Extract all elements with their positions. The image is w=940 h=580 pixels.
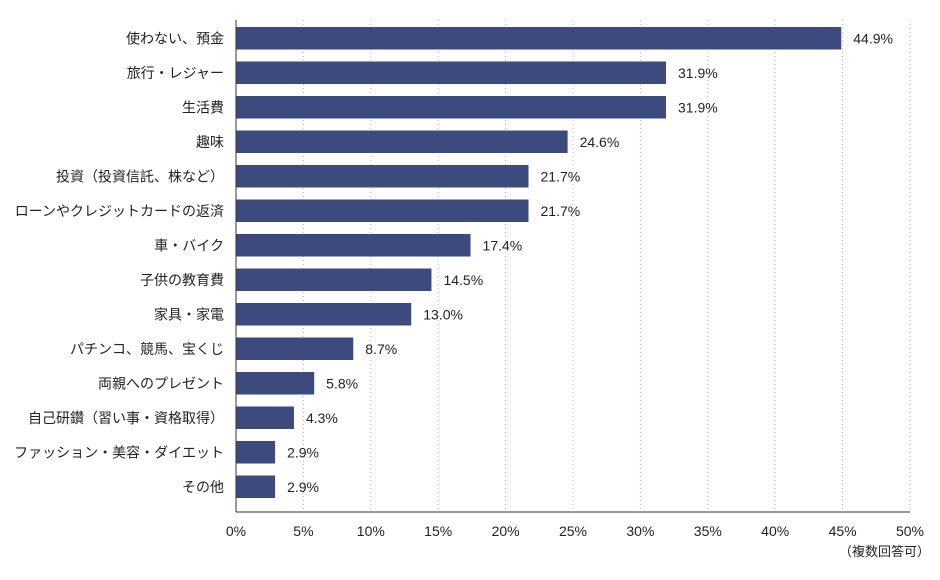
category-label: その他 (182, 480, 224, 496)
value-label: 31.9% (678, 65, 718, 81)
bar (236, 130, 568, 153)
bar (236, 96, 667, 119)
category-label: 家具・家電 (154, 306, 224, 323)
value-label: 44.9% (853, 30, 893, 46)
value-label: 2.9% (287, 479, 319, 495)
value-label: 31.9% (678, 99, 718, 115)
value-label: 24.6% (580, 134, 620, 150)
category-label: パチンコ、競馬、宝くじ (70, 342, 224, 358)
bar (236, 61, 667, 84)
x-tick-label: 35% (694, 523, 722, 539)
bar (236, 372, 315, 395)
value-labels: 44.9% 31.9% 31.9% 24.6% 21.7% 21.7% 17.4% 14.5%… (287, 30, 893, 495)
value-label: 17.4% (483, 237, 523, 253)
bar (236, 303, 412, 326)
category-label: 子供の教育費 (140, 273, 224, 289)
value-label: 21.7% (541, 203, 581, 219)
category-label: 旅行・レジャー (127, 66, 224, 82)
value-label: 4.3% (306, 410, 338, 426)
category-label: 投資（投資信託、株など） (56, 169, 224, 185)
bar (236, 406, 294, 429)
bar (236, 441, 276, 464)
category-label: ローンやクレジットカードの返済 (15, 204, 224, 220)
value-label: 14.5% (443, 272, 483, 288)
x-tick-label: 30% (626, 523, 654, 539)
category-label: 生活費 (182, 100, 224, 116)
axes: 0% 5% 10% 15% 20% 25% 30% 35% 40% 45% 50% (226, 20, 924, 539)
value-label: 21.7% (541, 168, 581, 184)
category-label: 趣味 (196, 135, 224, 151)
category-label: 車・バイク (154, 237, 224, 254)
x-tick-label: 25% (559, 523, 587, 539)
category-label: ファッション・美容・ダイエット (14, 444, 224, 461)
bar (236, 268, 432, 291)
x-tick-label: 0% (226, 523, 246, 539)
bars (236, 27, 842, 498)
footnote-label: （複数回答可） (839, 544, 930, 560)
category-label: 使わない、預金 (126, 30, 224, 47)
x-tick-label: 20% (492, 523, 520, 539)
bar (236, 199, 529, 222)
value-label: 13.0% (423, 306, 463, 322)
bar (236, 234, 471, 257)
x-tick-label: 40% (761, 523, 789, 539)
bar (236, 337, 354, 360)
x-tick-label: 45% (829, 523, 857, 539)
bar (236, 475, 276, 498)
gridlines (302, 20, 911, 512)
value-label: 8.7% (365, 341, 397, 357)
x-tick-label: 10% (357, 523, 385, 539)
bar (236, 165, 529, 188)
x-tick-label: 15% (424, 523, 452, 539)
bar (236, 27, 842, 50)
x-tick-label: 50% (896, 523, 924, 539)
value-label: 2.9% (287, 444, 319, 460)
x-tick-label: 5% (293, 523, 313, 539)
category-label: 両親へのプレゼント (98, 376, 224, 392)
category-label: 自己研鑽（習い事・資格取得） (28, 410, 224, 427)
value-label: 5.8% (326, 375, 358, 391)
